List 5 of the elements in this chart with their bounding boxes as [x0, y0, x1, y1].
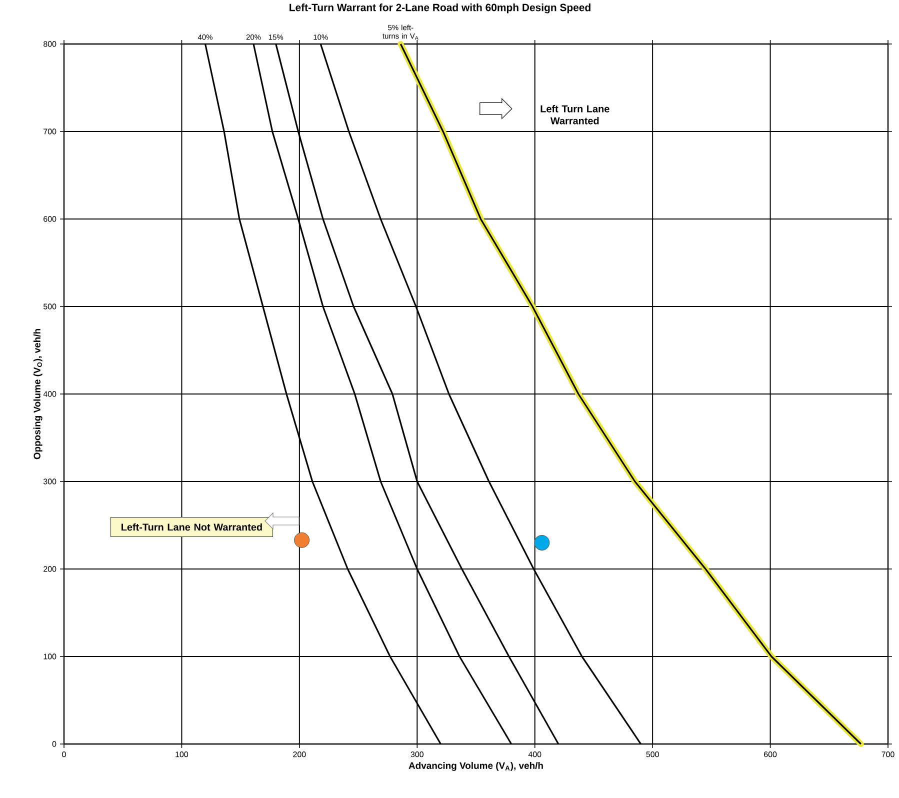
chart-title: Left-Turn Warrant for 2-Lane Road with 60mph Design Speed — [290, 4, 590, 14]
x-axis-title: Advancing Volume (V$_{A}$), veh/h — [408, 762, 543, 771]
annotation: Left Turn Lane Warranted — [540, 105, 610, 124]
y-axis-title: Opposing Volume (V$_{O}$), veh/h — [33, 329, 42, 460]
annotation: Left-Turn Lane Not Warranted — [122, 523, 262, 531]
